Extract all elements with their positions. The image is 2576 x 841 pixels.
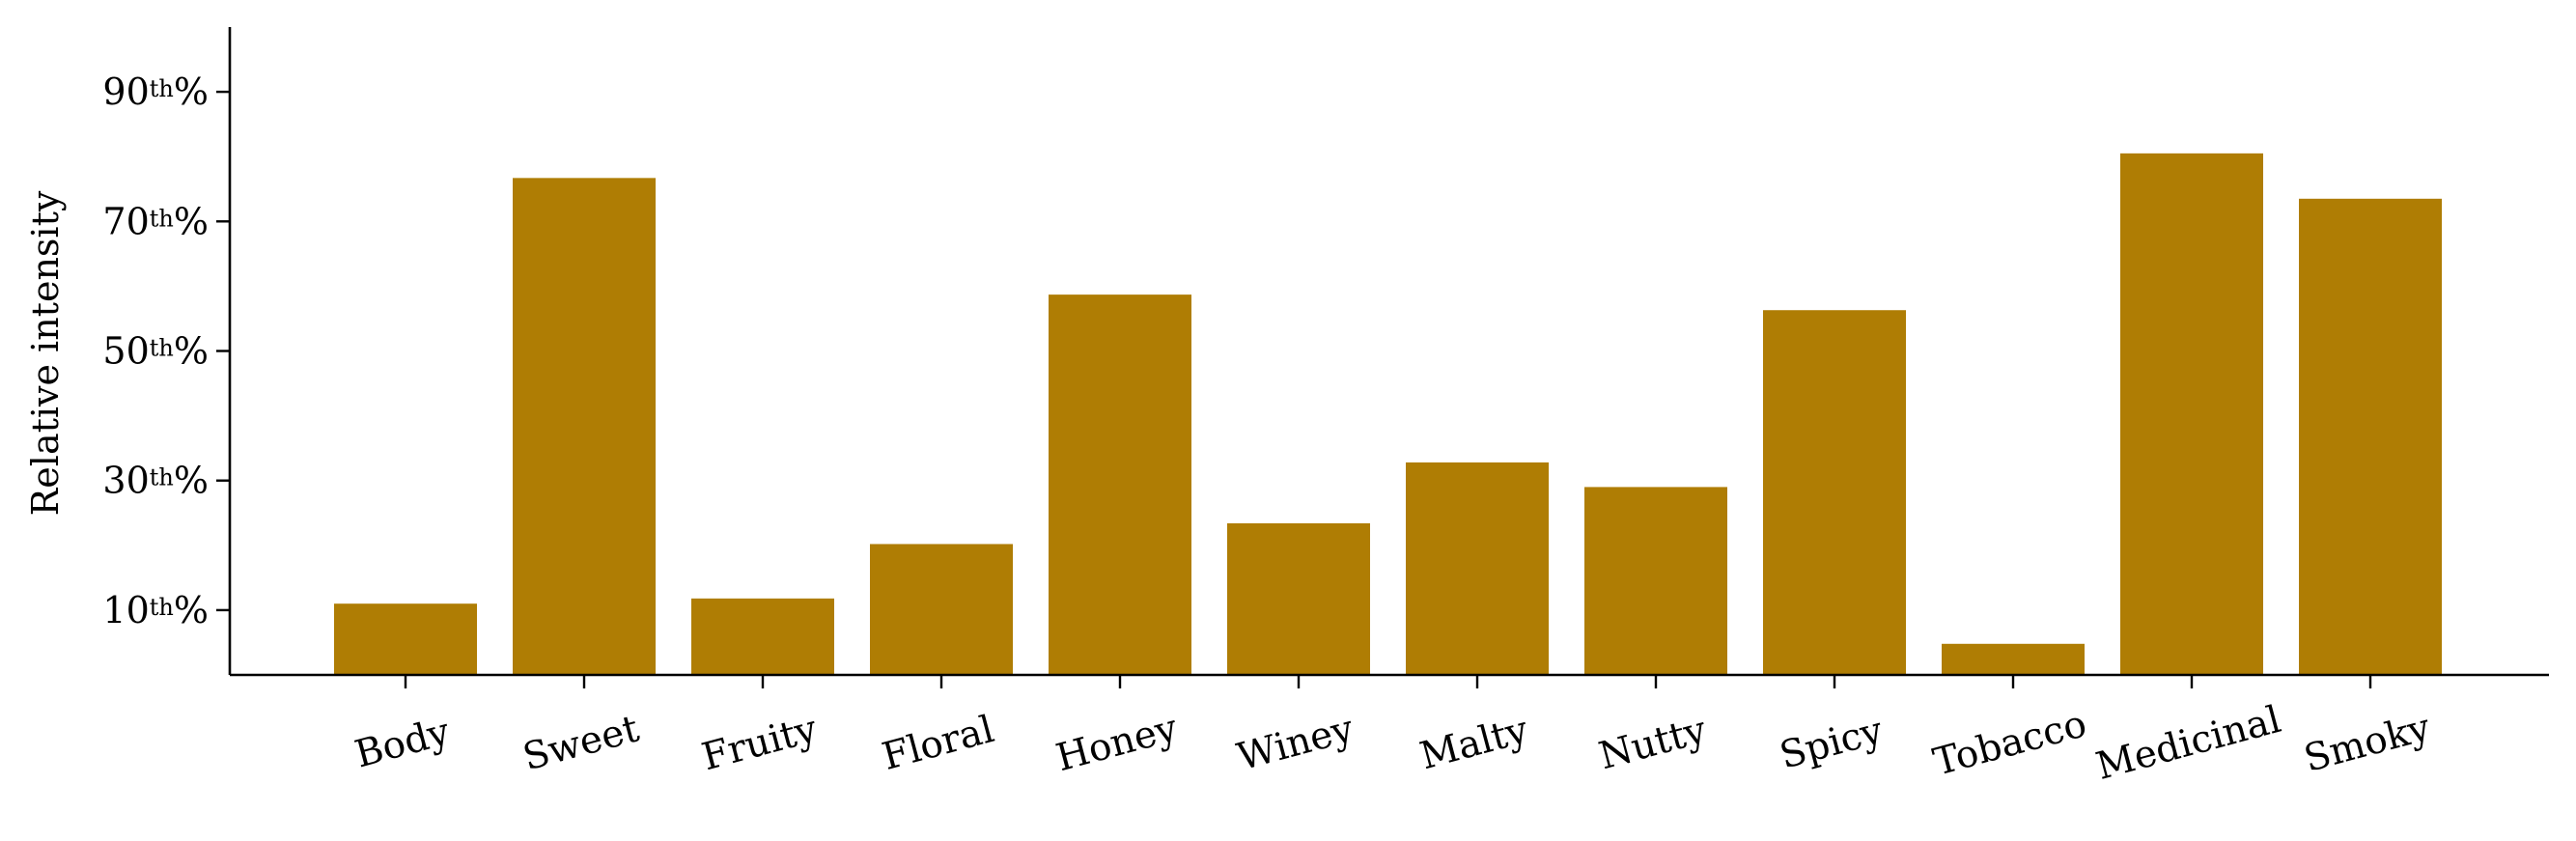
x-tick-label-malty: Malty [1415,709,1532,779]
y-tick-superscript: th [150,205,174,232]
bar-body [334,603,477,675]
labels-layer: Body Sweet Fruity Floral Honey Winey Malty Nutt… [102,70,2434,789]
y-tick-number: 10 [102,589,149,631]
axes-layer [216,27,2549,688]
bar-smoky [2299,198,2442,675]
x-tick-label-nutty: Nutty [1595,709,1711,779]
y-tick-label-10: 10th% [102,589,209,631]
bar-floral [870,544,1013,675]
x-tick-label-winey: Winey [1233,707,1358,779]
bar-spicy [1763,310,1906,675]
bar-malty [1406,462,1549,675]
y-tick-superscript: th [150,594,174,621]
y-tick-suffix: % [174,70,209,113]
y-tick-label-70: 70th% [102,200,209,242]
x-tick-label-medicinal: Medicinal [2091,698,2285,789]
bars-layer [334,153,2442,676]
x-tick-label-sweet: Sweet [518,707,644,779]
y-tick-number: 30 [102,460,149,502]
y-tick-number: 90 [102,70,149,113]
x-tick-label-floral: Floral [878,708,998,779]
y-tick-suffix: % [174,330,209,373]
x-tick-label-fruity: Fruity [698,708,823,780]
x-tick-label-spicy: Spicy [1776,709,1888,777]
y-tick-superscript: th [150,75,174,102]
y-tick-suffix: % [174,460,209,502]
x-tick-label-honey: Honey [1051,707,1182,781]
x-tick-label-body: Body [350,710,454,776]
y-tick-label-30: 30th% [102,460,209,502]
bar-winey [1227,522,1370,675]
bar-sweet [513,178,656,675]
y-tick-number: 70 [102,200,149,242]
y-tick-number: 50 [102,330,149,373]
bar-fruity [691,598,834,675]
y-tick-label-50: 50th% [102,330,209,373]
bar-medicinal [2120,153,2263,676]
y-tick-suffix: % [174,200,209,242]
bar-nutty [1584,487,1727,675]
bar-tobacco [1942,643,2085,675]
x-tick-label-smoky: Smoky [2300,706,2435,781]
x-tick-label-tobacco: Tobacco [1929,702,2091,784]
y-tick-suffix: % [174,589,209,631]
y-tick-superscript: th [150,464,174,491]
y-axis-label: Relative intensity [24,190,67,516]
y-tick-superscript: th [150,335,174,362]
bar-honey [1049,294,1191,675]
y-tick-label-90: 90th% [102,70,209,113]
